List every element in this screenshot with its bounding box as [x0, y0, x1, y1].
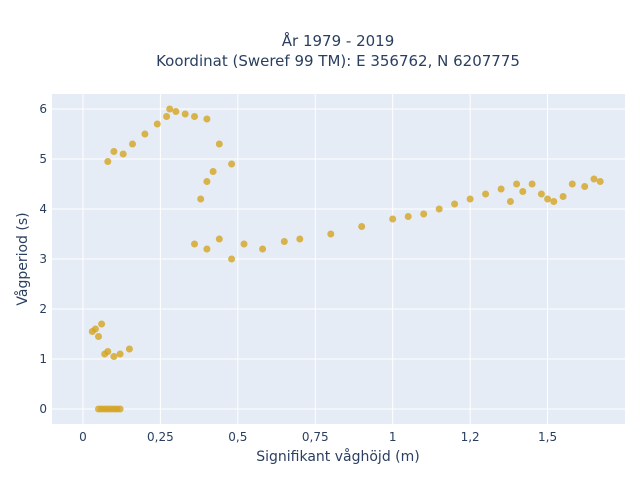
- data-point: [482, 190, 490, 198]
- data-point: [590, 175, 598, 183]
- data-point: [215, 235, 223, 243]
- y-tick-labels: 0 1 2 3 4 5 6: [39, 102, 47, 416]
- data-point: [191, 240, 198, 248]
- data-point: [98, 320, 106, 328]
- x-tick-label: 1,5: [538, 430, 557, 444]
- data-point: [240, 240, 248, 248]
- data-point: [209, 168, 217, 175]
- data-point: [435, 205, 443, 213]
- data-point: [550, 198, 558, 205]
- data-point: [215, 140, 223, 148]
- data-point: [466, 195, 474, 203]
- data-point: [596, 178, 604, 185]
- y-tick-label: 1: [39, 352, 47, 366]
- data-point: [203, 245, 211, 253]
- data-point: [119, 150, 127, 158]
- data-point: [519, 188, 527, 195]
- data-point: [568, 180, 576, 188]
- y-tick-label: 0: [39, 402, 47, 416]
- data-point: [104, 158, 112, 165]
- x-tick-label: 0,25: [147, 430, 174, 444]
- data-point: [228, 255, 236, 263]
- data-point: [420, 210, 428, 218]
- data-point: [125, 345, 133, 353]
- data-point: [451, 200, 459, 208]
- data-point: [537, 190, 545, 198]
- data-point: [91, 325, 99, 333]
- data-point: [129, 140, 136, 148]
- data-point: [153, 120, 161, 128]
- x-tick-label: 0: [79, 430, 87, 444]
- data-point: [181, 110, 189, 118]
- data-point: [559, 193, 567, 200]
- data-point: [228, 160, 236, 168]
- data-point: [116, 350, 124, 358]
- x-tick-label: 0,75: [302, 430, 329, 444]
- x-axis-label: Signifikant våghöjd (m): [256, 448, 419, 465]
- data-point: [197, 195, 205, 203]
- data-point: [544, 195, 552, 203]
- grid-lines: [52, 94, 625, 424]
- data-point: [358, 223, 366, 230]
- data-point: [389, 215, 397, 223]
- y-tick-label: 3: [39, 252, 47, 266]
- data-point: [110, 353, 118, 360]
- data-points: [88, 105, 604, 413]
- data-point: [513, 180, 521, 188]
- x-tick-label: 0,5: [228, 430, 247, 444]
- data-point: [203, 115, 211, 123]
- data-point: [404, 213, 412, 220]
- data-point: [259, 245, 267, 253]
- data-point: [163, 113, 171, 120]
- chart-title-line1: År 1979 - 2019: [282, 31, 395, 50]
- data-point: [203, 178, 211, 185]
- y-axis-label: Vågperiod (s): [14, 212, 31, 305]
- data-point: [141, 130, 149, 138]
- data-point: [327, 230, 335, 238]
- data-point: [172, 108, 180, 115]
- y-tick-label: 5: [39, 152, 47, 166]
- data-point: [497, 185, 505, 193]
- data-point: [280, 238, 288, 245]
- data-point: [116, 405, 124, 413]
- y-tick-label: 6: [39, 102, 47, 116]
- data-point: [191, 113, 198, 120]
- data-point: [528, 180, 536, 188]
- x-tick-label: 1: [389, 430, 397, 444]
- chart-title-line2: Koordinat (Sweref 99 TM): E 356762, N 62…: [156, 52, 520, 70]
- y-tick-label: 2: [39, 302, 47, 316]
- data-point: [166, 105, 174, 113]
- data-point: [506, 198, 514, 205]
- y-tick-label: 4: [39, 202, 47, 216]
- x-tick-labels: 0 0,25 0,5 0,75 1 1,2 1,5: [79, 430, 557, 444]
- data-point: [95, 333, 102, 340]
- data-point: [104, 348, 112, 355]
- x-tick-label: 1,2: [461, 430, 480, 444]
- data-point: [581, 183, 589, 190]
- data-point: [110, 148, 118, 155]
- data-point: [296, 235, 304, 243]
